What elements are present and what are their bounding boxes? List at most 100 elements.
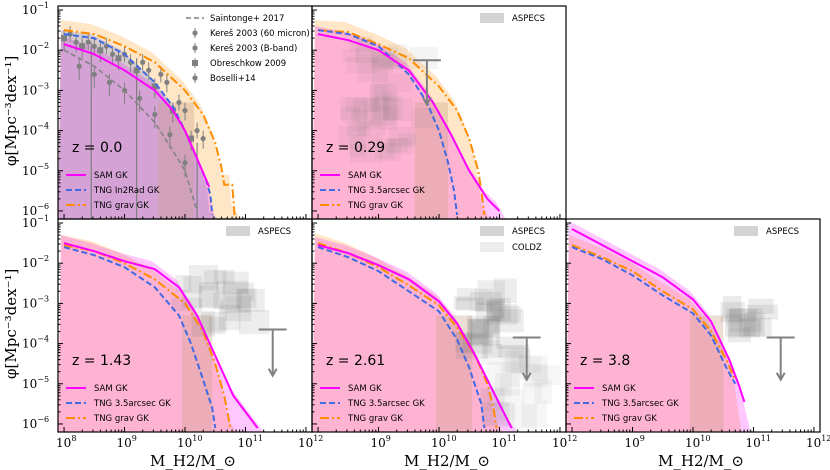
aspecs-box	[218, 304, 241, 331]
aspecs-box	[729, 308, 763, 332]
aspecs-box	[223, 282, 255, 301]
aspecs-box	[531, 365, 562, 385]
obs-legend-entry: ASPECS	[512, 227, 545, 237]
legend-entry: TNG 3.5arcsec GK	[93, 399, 171, 409]
legend-marker	[734, 226, 758, 236]
tng-grav-band	[58, 20, 241, 219]
aspecs-box	[519, 356, 542, 373]
y-tick-label: 10−4	[22, 335, 49, 351]
aspecs-box	[493, 309, 524, 333]
legend-entry: SAM GK	[348, 384, 382, 394]
aspecs-box	[379, 143, 401, 161]
x-tick-label: 1010	[685, 434, 710, 450]
aspecs-box	[727, 327, 751, 343]
obs-legend-entry: Boselli+14	[210, 74, 256, 84]
obs-legend-entry: COLDZ	[512, 243, 542, 253]
aspecs-box	[739, 317, 772, 337]
panel-z38	[566, 221, 795, 432]
obs-point	[182, 160, 188, 166]
legend-entry: TNG In2Rad GK	[93, 186, 160, 196]
aspecs-box	[216, 280, 249, 294]
aspecs-box	[487, 362, 519, 387]
aspecs-box	[357, 121, 386, 136]
aspecs-box	[494, 402, 516, 421]
saintonge-curve	[63, 49, 198, 212]
aspecs-box	[392, 73, 413, 92]
tng-grav-line	[63, 29, 236, 216]
aspecs-box	[748, 298, 774, 314]
legend-entry: TNG 3.5arcsec GK	[601, 399, 679, 409]
mass-cut-fill	[157, 102, 195, 219]
y-tick-label: 10−1	[22, 1, 49, 17]
sam-gk-line	[317, 244, 513, 429]
aspecs-box	[225, 295, 252, 322]
aspecs-box	[453, 296, 472, 310]
legend-entry: TNG grav GK	[93, 201, 149, 211]
x-axis-label: M_H2/M_⊙	[150, 452, 236, 470]
legend-marker	[226, 226, 250, 236]
obs-legend-entry: Saintonge+ 2017	[210, 14, 284, 24]
sam-gk-line	[63, 242, 259, 429]
legend-entry: TNG 3.5arcsec GK	[347, 399, 425, 409]
aspecs-box	[511, 404, 538, 432]
obs-point	[194, 127, 200, 134]
aspecs-box	[387, 138, 413, 154]
obs-point	[146, 67, 152, 73]
aspecs-box	[237, 288, 265, 312]
x-axis-label: M_H2/M_⊙	[658, 452, 744, 470]
aspecs-box	[728, 319, 761, 338]
upper-limit-arrow	[422, 96, 432, 107]
aspecs-box	[346, 122, 371, 137]
obs-point	[85, 39, 91, 45]
aspecs-box	[188, 265, 218, 291]
obs-point	[188, 135, 195, 142]
tng-grav-line	[317, 29, 486, 216]
x-axis-label: M_H2/M_⊙	[404, 452, 490, 470]
sam-band	[566, 221, 751, 432]
aspecs-box	[495, 372, 512, 397]
aspecs-box	[496, 336, 525, 349]
x-tick-label: 1012	[806, 434, 830, 450]
aspecs-box	[339, 97, 368, 120]
obs-point	[140, 59, 146, 65]
x-tick-label: 1010	[431, 434, 456, 450]
aspecs-box	[374, 83, 392, 100]
x-tick-label: 1011	[491, 434, 516, 450]
aspecs-box	[181, 290, 201, 309]
aspecs-box	[467, 318, 494, 347]
aspecs-box	[346, 57, 378, 74]
aspecs-box	[483, 316, 500, 335]
aspecs-box	[363, 101, 381, 129]
redshift-label: z = 3.8	[580, 353, 630, 369]
obs-point	[106, 79, 113, 85]
legend-entry: SAM GK	[94, 171, 128, 181]
obs-point	[97, 47, 104, 54]
aspecs-box	[470, 319, 501, 346]
aspecs-box	[357, 54, 389, 83]
obs-point	[121, 87, 128, 93]
aspecs-box	[493, 278, 517, 304]
obs-point	[79, 43, 86, 50]
obs-point	[200, 136, 206, 142]
aspecs-box	[456, 297, 484, 311]
aspecs-box	[198, 285, 225, 309]
aspecs-box	[470, 321, 490, 345]
aspecs-box	[500, 347, 525, 373]
tng-grav-band	[566, 235, 742, 432]
legend-marker	[480, 13, 504, 23]
tng-grav-band	[312, 233, 503, 432]
legend-marker	[192, 45, 198, 51]
x-tick-label: 1012	[298, 434, 323, 450]
obs-point	[76, 63, 82, 69]
y-tick-label: 10−6	[22, 415, 49, 431]
legend-entry: SAM GK	[602, 384, 636, 394]
obs-point	[61, 35, 68, 42]
aspecs-box	[371, 84, 388, 111]
redshift-label: z = 2.61	[326, 353, 385, 369]
aspecs-box	[385, 138, 408, 152]
legend-entry: SAM GK	[94, 384, 128, 394]
y-tick-label: 10−2	[22, 254, 49, 270]
obs-point	[152, 111, 158, 118]
aspecs-box	[508, 389, 525, 404]
